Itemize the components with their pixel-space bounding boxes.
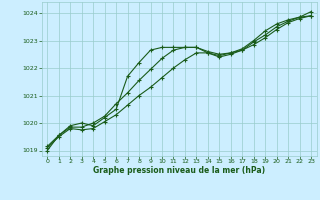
- X-axis label: Graphe pression niveau de la mer (hPa): Graphe pression niveau de la mer (hPa): [93, 166, 265, 175]
